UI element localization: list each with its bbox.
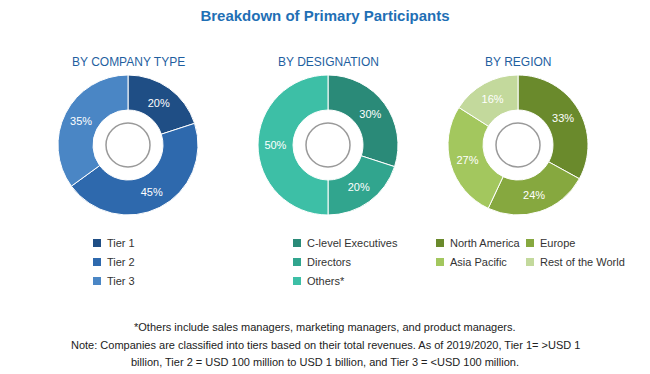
svg-text:Rest of the World: Rest of the World bbox=[540, 256, 625, 268]
svg-text:*Others include sales managers: *Others include sales managers, marketin… bbox=[134, 321, 516, 333]
svg-text:20%: 20% bbox=[348, 181, 370, 193]
svg-text:Directors: Directors bbox=[307, 256, 352, 268]
svg-text:Tier 1: Tier 1 bbox=[107, 237, 135, 249]
svg-text:16%: 16% bbox=[482, 93, 504, 105]
svg-text:Tier 3: Tier 3 bbox=[107, 275, 135, 287]
svg-text:Tier 2: Tier 2 bbox=[107, 256, 135, 268]
svg-text:Note: Companies are classified: Note: Companies are classified into tier… bbox=[71, 339, 580, 351]
svg-text:24%: 24% bbox=[523, 189, 545, 201]
svg-text:Europe: Europe bbox=[540, 237, 575, 249]
svg-text:30%: 30% bbox=[359, 108, 381, 120]
svg-text:BY COMPANY TYPE: BY COMPANY TYPE bbox=[72, 55, 185, 69]
svg-text:BY DESIGNATION: BY DESIGNATION bbox=[278, 55, 379, 69]
svg-text:C-level Executives: C-level Executives bbox=[307, 237, 398, 249]
svg-text:27%: 27% bbox=[456, 154, 478, 166]
svg-text:Asia Pacific: Asia Pacific bbox=[450, 256, 507, 268]
svg-text:billion, Tier 2 = USD 100 mill: billion, Tier 2 = USD 100 million to USD… bbox=[131, 356, 519, 368]
svg-text:North America: North America bbox=[450, 237, 521, 249]
svg-text:50%: 50% bbox=[264, 139, 286, 151]
svg-text:35%: 35% bbox=[70, 115, 92, 127]
svg-text:Others*: Others* bbox=[307, 275, 345, 287]
svg-text:33%: 33% bbox=[552, 112, 574, 124]
svg-text:Breakdown of Primary Participa: Breakdown of Primary Participants bbox=[200, 7, 449, 24]
svg-text:20%: 20% bbox=[148, 97, 170, 109]
svg-text:BY REGION: BY REGION bbox=[485, 55, 551, 69]
svg-text:45%: 45% bbox=[141, 186, 163, 198]
